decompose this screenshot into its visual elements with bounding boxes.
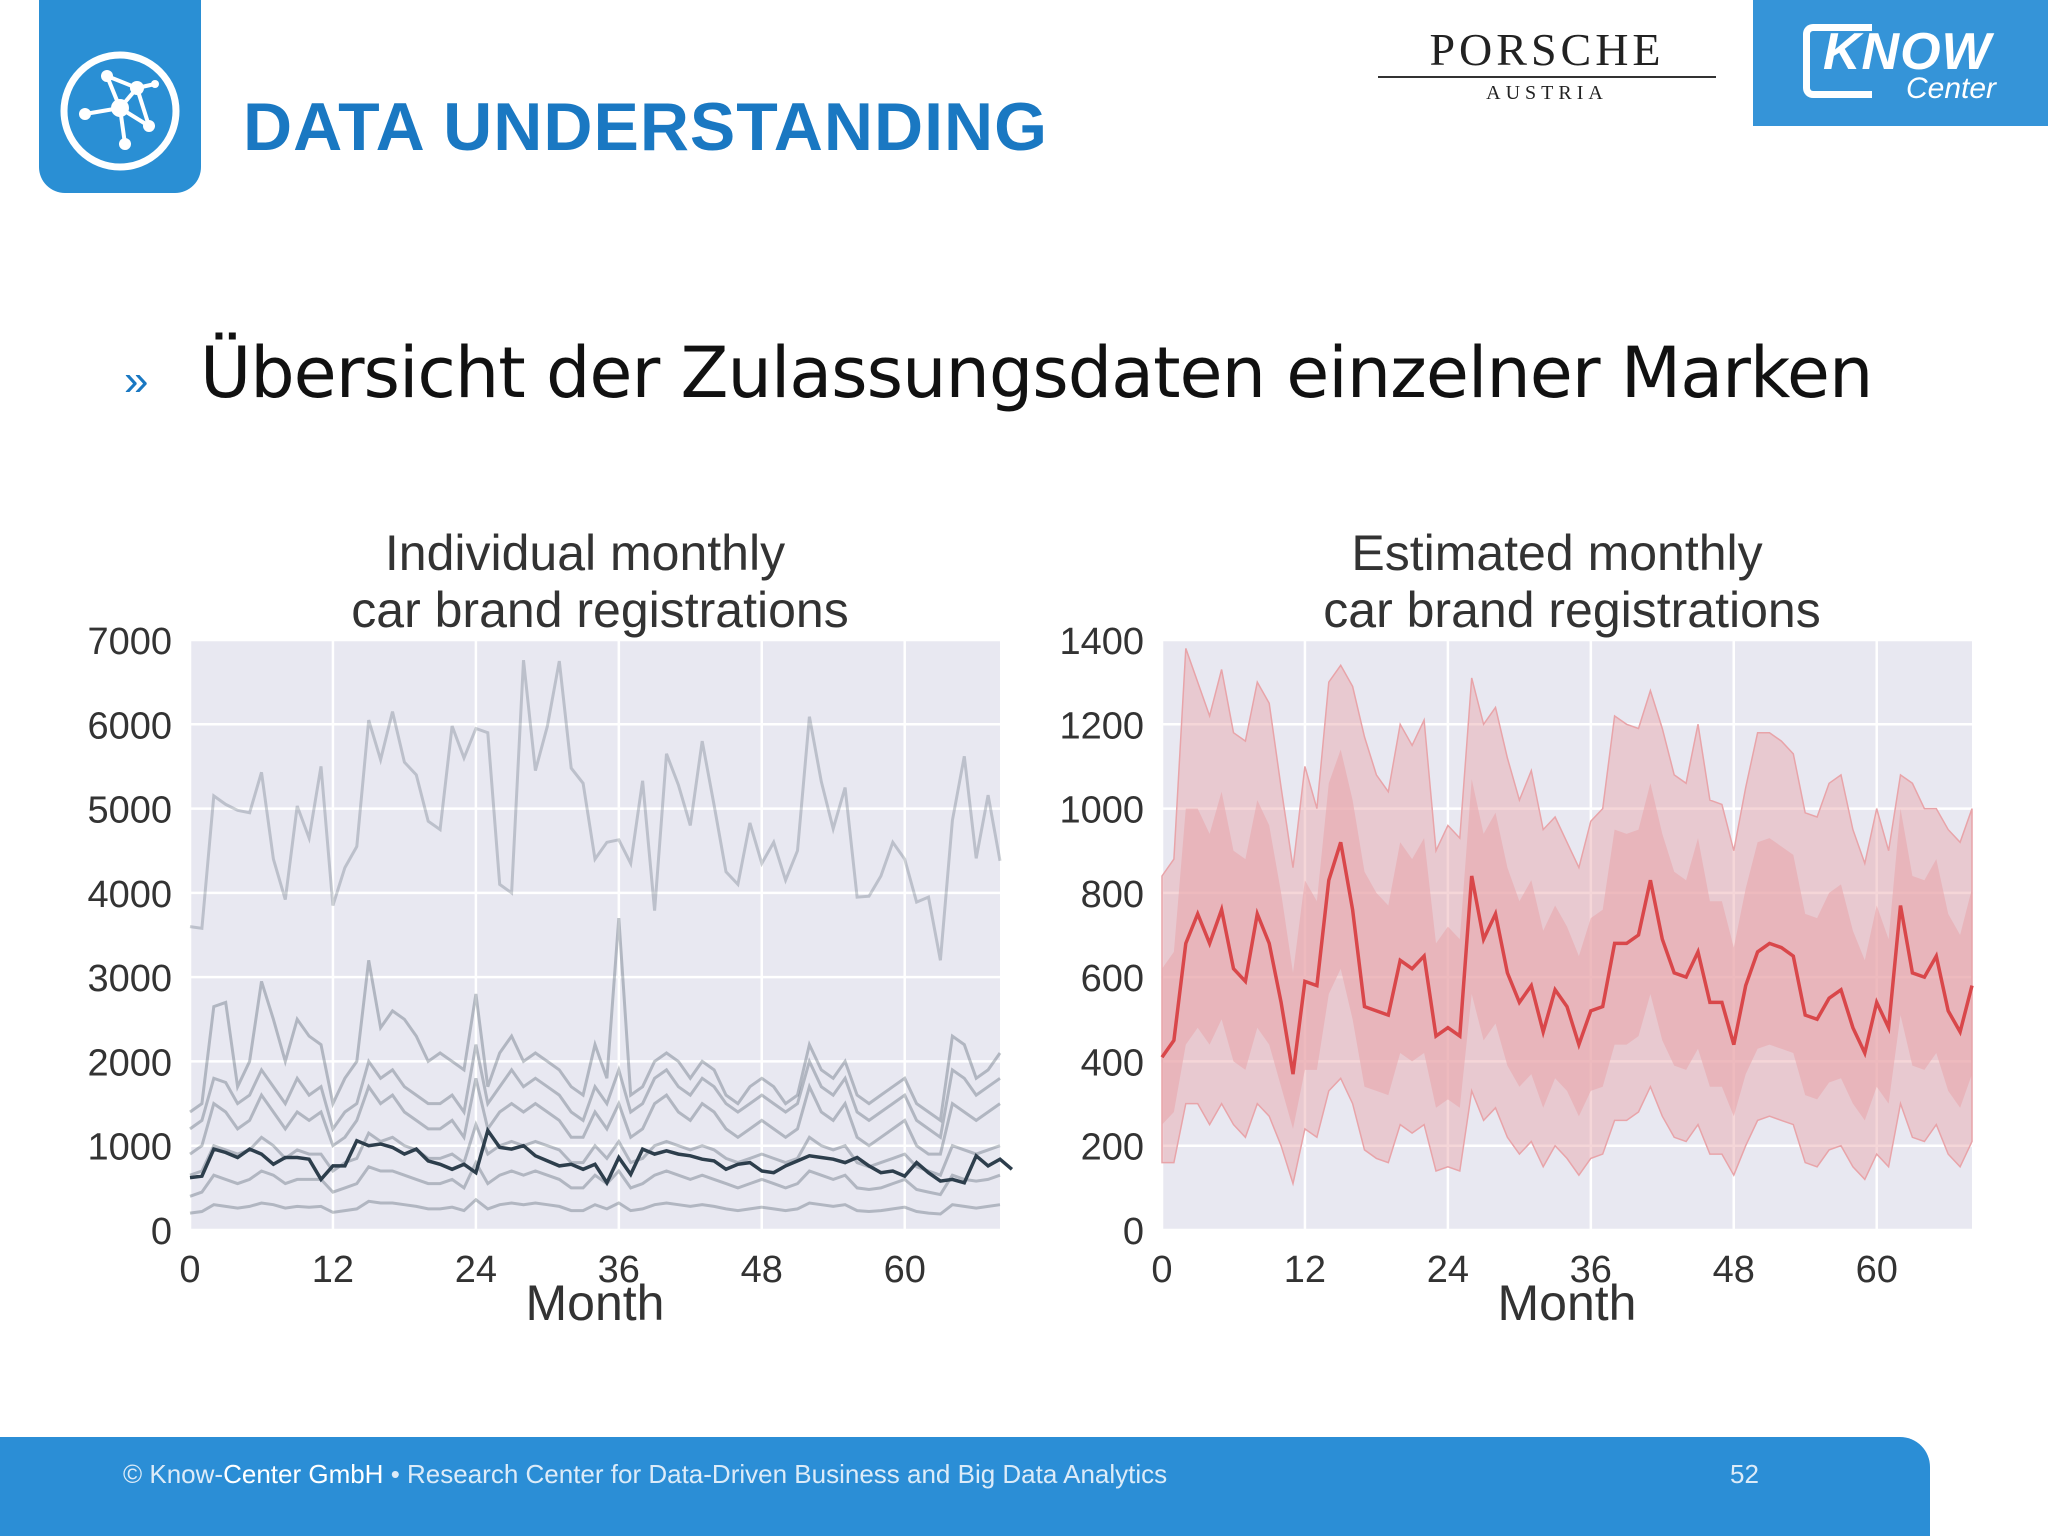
network-logo-tile xyxy=(39,0,201,193)
x-tick-label: 60 xyxy=(884,1249,926,1291)
y-tick-label: 600 xyxy=(1081,958,1144,1000)
footer-prefix: © Know- xyxy=(123,1459,224,1489)
series-line-4 xyxy=(189,1120,1001,1178)
x-tick-label: 60 xyxy=(1856,1249,1898,1291)
porsche-austria-logo: PORSCHE AUSTRIA xyxy=(1372,26,1722,105)
plot-area xyxy=(190,640,1000,1230)
footer-bar: © Know-Center GmbH • Research Center for… xyxy=(0,1437,1930,1536)
y-tick-label: 0 xyxy=(1123,1211,1144,1253)
chart-title-line1: Individual monthly xyxy=(385,525,785,581)
mean-series-line xyxy=(189,1126,1014,1187)
y-tick-label: 200 xyxy=(1081,1127,1144,1169)
inner-interval-band xyxy=(1162,749,1972,1129)
x-axis-label: Month xyxy=(526,1275,665,1331)
know-center-logo: KNOW Center xyxy=(1753,0,2048,126)
network-graph-icon xyxy=(60,51,180,171)
slide-title: DATA UNDERSTANDING xyxy=(243,89,1048,165)
footer-text: © Know-Center GmbH • Research Center for… xyxy=(123,1459,1167,1490)
y-tick-label: 1000 xyxy=(87,1127,172,1169)
y-tick-label: 3000 xyxy=(87,958,172,1000)
bullet-marker: » xyxy=(124,356,149,405)
series-line-6 xyxy=(189,1197,1001,1216)
y-tick-label: 1000 xyxy=(1059,790,1144,832)
x-tick-label: 12 xyxy=(312,1249,354,1291)
y-tick-label: 1200 xyxy=(1059,705,1144,747)
chart-title-line2: car brand registrations xyxy=(351,582,848,638)
y-tick-label: 6000 xyxy=(87,705,172,747)
footer-rest: • Research Center for Data-Driven Busine… xyxy=(383,1459,1168,1489)
bullet-text: Übersicht der Zulassungsdaten einzelner … xyxy=(200,332,1873,414)
series-line-5 xyxy=(189,1159,1001,1198)
y-tick-label: 1400 xyxy=(1059,621,1144,663)
x-tick-label: 0 xyxy=(179,1249,200,1291)
series-line-1 xyxy=(189,917,1002,1124)
y-tick-label: 7000 xyxy=(87,621,172,663)
x-tick-label: 12 xyxy=(1284,1249,1326,1291)
porsche-logo-name: PORSCHE xyxy=(1429,24,1665,75)
x-tick-label: 24 xyxy=(1427,1249,1469,1291)
y-tick-label: 2000 xyxy=(87,1042,172,1084)
x-axis-label: Month xyxy=(1498,1275,1637,1331)
know-logo-bracket xyxy=(1803,24,1872,98)
y-tick-label: 5000 xyxy=(87,790,172,832)
x-tick-label: 24 xyxy=(455,1249,497,1291)
estimated-mean-line xyxy=(1160,841,1974,1075)
y-tick-label: 800 xyxy=(1081,874,1144,916)
chart-title-line2: car brand registrations xyxy=(1323,582,1820,638)
porsche-logo-sub: AUSTRIA xyxy=(1486,82,1608,104)
y-tick-label: 4000 xyxy=(87,874,172,916)
know-logo-sub: Center xyxy=(1906,72,1997,105)
x-tick-label: 48 xyxy=(1713,1249,1755,1291)
x-tick-label: 36 xyxy=(1570,1249,1612,1291)
series-line-0 xyxy=(189,660,1002,961)
y-tick-label: 0 xyxy=(151,1211,172,1253)
x-tick-label: 0 xyxy=(1151,1249,1172,1291)
chart-title-line1: Estimated monthly xyxy=(1351,525,1762,581)
footer-brand: Center GmbH xyxy=(223,1459,384,1489)
page-number: 52 xyxy=(1730,1459,1759,1489)
series-line-3 xyxy=(189,1077,1001,1156)
estimated-registrations-chart: 0 200 400 600 800 1000 1200 1400 0 12 24 36 48 60 Esti… xyxy=(1059,525,1974,1331)
know-logo-word: KNOW xyxy=(1823,23,1992,81)
porsche-logo-rule xyxy=(1378,76,1716,78)
x-tick-label: 36 xyxy=(598,1249,640,1291)
individual-registrations-chart: 0 1000 2000 3000 4000 5000 6000 7000 0 12 24 36 48 60… xyxy=(87,525,1014,1331)
x-tick-label: 48 xyxy=(741,1249,783,1291)
series-line-2 xyxy=(189,1044,1001,1140)
y-tick-label: 400 xyxy=(1081,1042,1144,1084)
